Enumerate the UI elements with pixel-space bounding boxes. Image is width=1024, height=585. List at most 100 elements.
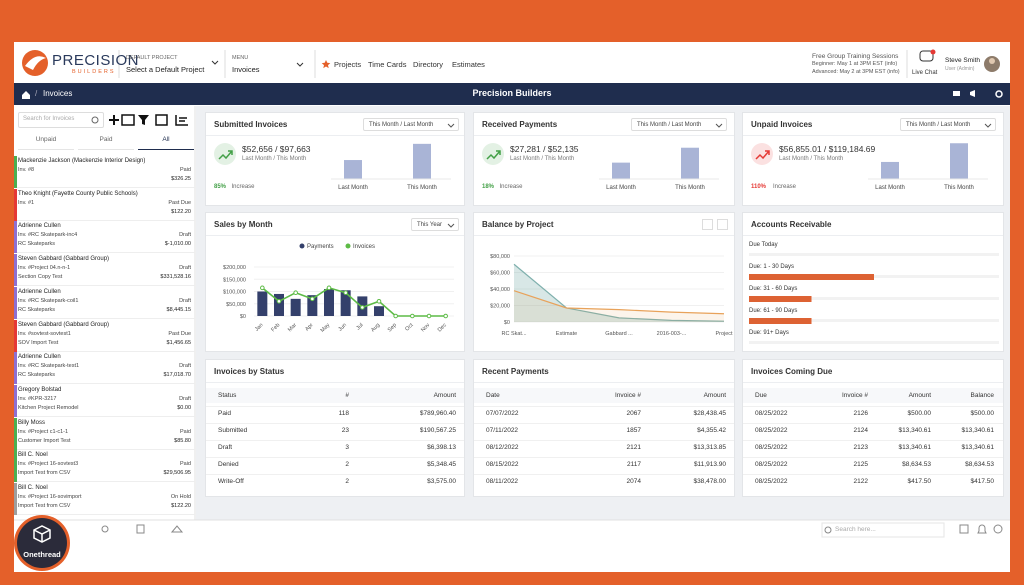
- project-name: Customer Import Test: [18, 437, 71, 444]
- table-cell: 08/25/2022: [755, 427, 788, 434]
- chart: [482, 143, 719, 180]
- training-info[interactable]: Advanced: May 2 at 3PM EST (info): [812, 69, 900, 75]
- row-divider: [743, 423, 1003, 424]
- trend-icon: [755, 150, 770, 160]
- bar-track: [749, 319, 999, 322]
- chat-icon[interactable]: [919, 50, 934, 62]
- home-icon[interactable]: [170, 525, 184, 533]
- column-header: Status: [218, 392, 237, 399]
- settings-icon[interactable]: [995, 90, 1003, 98]
- announce-icon[interactable]: [970, 90, 975, 97]
- status-stripe: [14, 286, 17, 319]
- kpi-note: Last Month / This Month: [510, 156, 575, 162]
- row-divider: [743, 440, 1003, 441]
- invoice-item[interactable]: Adrienne Cullen Inv. #RC Skatepark-coil1 D…: [14, 286, 195, 319]
- training-info[interactable]: Beginner: May 1 at 3PM EST (info): [812, 61, 898, 67]
- columns-icon[interactable]: [155, 114, 168, 126]
- status-stripe: [14, 156, 17, 188]
- card: Invoices Coming Due Due Invoice # Amount Bal…: [742, 359, 1004, 497]
- tab-label: All: [162, 136, 170, 143]
- card: Recent Payments Date Invoice # Amount 07/07/…: [473, 359, 735, 497]
- dropdown[interactable]: This Month / Last Month: [363, 118, 459, 131]
- table-cell: $500.00: [970, 410, 995, 417]
- view-toggle[interactable]: [702, 219, 713, 230]
- calendar-icon[interactable]: [959, 524, 969, 534]
- invoice-item[interactable]: Bill C. Noel Inv. #Project 16-sovimport On…: [14, 483, 195, 515]
- tab[interactable]: All: [138, 136, 194, 150]
- table-icon[interactable]: [121, 114, 135, 126]
- y-tick-label: $150,000: [223, 277, 246, 283]
- invoice-item[interactable]: Steven Gabbard (Gabbard Group) Inv. #sovt…: [14, 319, 195, 352]
- users-icon[interactable]: [101, 525, 109, 533]
- y-tick-label: $200,000: [223, 265, 246, 271]
- invoice-amount: $17,018.70: [163, 372, 191, 379]
- help-icon[interactable]: [993, 524, 1003, 534]
- nav-link[interactable]: Time Cards: [368, 60, 407, 69]
- invoice-item[interactable]: Theo Knight (Fayette County Public Schoo…: [14, 188, 195, 221]
- kpi-change: 18%: [482, 184, 495, 190]
- project-select[interactable]: Select a Default Project: [126, 65, 205, 74]
- list-icon[interactable]: [175, 115, 188, 126]
- table-cell: 2124: [853, 427, 868, 434]
- building-icon[interactable]: [136, 524, 145, 534]
- chevron[interactable]: [296, 62, 304, 67]
- table-cell: 08/25/2022: [755, 478, 788, 485]
- invoice-item[interactable]: Bill C. Noel Inv. #Project 16-sovtest3 Pai…: [14, 450, 195, 483]
- x-tick-label: Jan: [254, 322, 265, 333]
- breadcrumb: Invoices: [43, 89, 73, 98]
- filter-icon[interactable]: [138, 115, 149, 125]
- x-tick-label: Nov: [420, 322, 431, 333]
- view-toggle[interactable]: [717, 219, 728, 230]
- dropdown-label: This Month / Last Month: [637, 121, 702, 128]
- bar: [340, 290, 351, 316]
- y-tick-label: $80,000: [490, 254, 510, 260]
- menu-select[interactable]: Invoices: [232, 65, 260, 74]
- bell-icon[interactable]: [977, 524, 987, 534]
- status-stripe: [14, 254, 17, 287]
- card-divider: [743, 235, 1003, 236]
- invoice-ref: Inv. #RC Skatepark-inc4: [18, 232, 78, 239]
- tab[interactable]: Unpaid: [18, 136, 74, 150]
- line-point: [393, 313, 398, 319]
- bottom-bar: [14, 520, 1010, 541]
- column-header: Invoice #: [614, 392, 641, 399]
- bar: [950, 143, 968, 179]
- tab[interactable]: Paid: [78, 136, 134, 150]
- chevron[interactable]: [211, 60, 219, 65]
- invoice-ref: Inv. #KPR-3217: [18, 395, 57, 402]
- bar-label: Last Month: [338, 185, 368, 191]
- invoice-item[interactable]: Adrienne Cullen Inv. #RC Skatepark-test1 D…: [14, 352, 195, 385]
- kpi-note: Last Month / This Month: [779, 156, 844, 162]
- card-divider: [474, 235, 734, 236]
- card: Accounts Receivable Due Today Due: 1 - 30 …: [742, 212, 1004, 352]
- invoice-item[interactable]: Mackenzie Jackson (Mackenzie Interior De…: [14, 156, 195, 188]
- live-chat[interactable]: Live Chat: [912, 70, 938, 76]
- home-icon[interactable]: [22, 91, 30, 99]
- invoice-item[interactable]: Adrienne Cullen Inv. #RC Skatepark-inc4 Dr…: [14, 221, 195, 254]
- video-icon[interactable]: [953, 91, 960, 96]
- invoice-item[interactable]: Gregory Bolstad Inv. #KPR-3217 Draft Kitche…: [14, 384, 195, 417]
- add-icon[interactable]: [109, 115, 119, 125]
- invoice-status: Draft: [179, 297, 191, 304]
- training-info: Free Group Training Sessions: [812, 53, 899, 60]
- table-cell: $3,575.00: [427, 478, 456, 485]
- y-tick-label: $50,000: [226, 302, 246, 308]
- table-cell: 08/12/2022: [486, 444, 519, 451]
- table-cell: $13,340.61: [961, 444, 994, 451]
- status-stripe: [14, 319, 17, 352]
- search-input[interactable]: Search for Invoices: [18, 112, 104, 128]
- nav-link[interactable]: Directory: [413, 60, 444, 69]
- invoice-item[interactable]: Billy Moss Inv. #Project c1-c1-1 Paid Custo…: [14, 417, 195, 450]
- nav-link[interactable]: Estimates: [452, 60, 485, 69]
- invoice-ref: Inv. #8: [18, 167, 35, 173]
- dropdown[interactable]: This Month / Last Month: [900, 118, 996, 131]
- dropdown[interactable]: This Year: [411, 218, 459, 231]
- table-cell: 2125: [853, 461, 868, 468]
- invoice-item[interactable]: Steven Gabbard (Gabbard Group) Inv. #Proj…: [14, 254, 195, 287]
- row-divider: [206, 440, 464, 441]
- nav-link[interactable]: Projects: [334, 60, 362, 69]
- customer-name: Steven Gabbard (Gabbard Group): [18, 321, 110, 328]
- dropdown[interactable]: This Month / Last Month: [631, 118, 727, 131]
- search-box[interactable]: [821, 522, 945, 538]
- table-cell: 2117: [627, 461, 641, 468]
